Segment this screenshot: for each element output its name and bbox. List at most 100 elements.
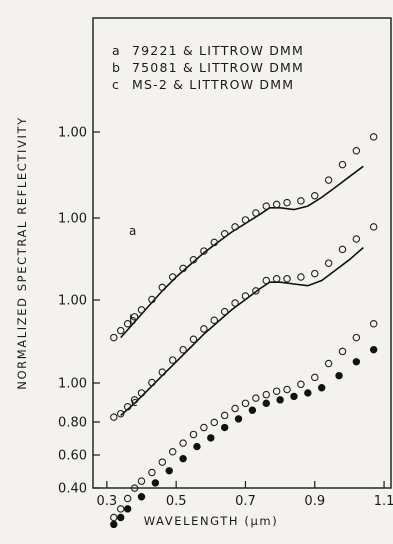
data-point-open-a — [158, 283, 167, 292]
fit-curve-a — [120, 165, 364, 339]
data-point-open-c — [262, 390, 271, 399]
data-point-open-a — [123, 319, 132, 328]
data-point-filled-c — [304, 389, 312, 397]
legend-key-b: b — [112, 60, 121, 75]
legend-text-c: MS-2 & LITTROW DMM — [132, 77, 294, 92]
data-point-open-c — [272, 387, 281, 395]
y-axis-title: NORMALIZED SPECTRAL REFLECTIVITY — [15, 116, 29, 389]
data-point-open-c — [116, 505, 125, 513]
legend: a 79221 & LITTROW DMM b 75081 & LITTROW … — [112, 43, 304, 92]
data-point-open-b — [168, 356, 177, 364]
data-point-open-a — [179, 264, 187, 273]
data-point-open-b — [123, 403, 132, 411]
data-point-filled-c — [137, 493, 146, 501]
data-point-filled-c — [369, 345, 378, 354]
data-point-filled-c — [123, 505, 132, 513]
data-point-open-a — [220, 230, 229, 238]
y-tick-label: 1.00 — [58, 294, 87, 309]
data-point-filled-c — [290, 392, 298, 401]
data-point-open-b — [200, 325, 208, 333]
x-tick-label: 0.9 — [304, 494, 325, 509]
data-point-open-b — [262, 276, 271, 285]
data-point-open-b — [231, 299, 239, 307]
data-point-open-a — [116, 326, 125, 335]
x-tick-label: 0.5 — [166, 494, 187, 509]
legend-key-a: a — [112, 43, 121, 58]
data-point-open-b — [311, 269, 319, 278]
curve-label-a: a — [129, 224, 136, 238]
data-point-filled-c — [276, 396, 284, 404]
x-axis-title: WAVELENGTH (μm) — [144, 514, 279, 528]
data-point-open-a — [324, 176, 333, 184]
data-point-open-a — [231, 223, 239, 231]
data-point-open-a — [241, 216, 250, 224]
y-tick-label: 0.80 — [58, 416, 87, 431]
data-point-open-a — [110, 333, 118, 342]
legend-text-b: 75081 & LITTROW DMM — [132, 60, 304, 75]
data-point-open-b — [158, 368, 167, 376]
series-layer — [110, 133, 378, 529]
data-point-open-a — [283, 198, 291, 207]
data-point-open-b — [297, 273, 305, 281]
data-point-filled-c — [317, 384, 326, 392]
data-point-open-c — [210, 418, 219, 427]
data-point-open-b — [110, 413, 118, 421]
data-point-open-a — [130, 313, 139, 321]
data-point-open-c — [324, 359, 333, 368]
data-point-open-c — [231, 404, 239, 413]
x-tick-label: 0.3 — [97, 494, 118, 509]
data-point-filled-c — [207, 434, 215, 442]
plot-frame — [92, 17, 392, 489]
y-tick-label: 0.60 — [58, 449, 87, 464]
data-point-open-b — [241, 292, 250, 300]
fit-curve-b — [120, 246, 364, 417]
y-tick-label: 0.40 — [58, 482, 87, 497]
data-point-open-c — [130, 484, 139, 492]
data-point-open-c — [148, 468, 156, 477]
data-point-open-a — [311, 191, 319, 200]
data-point-open-b — [116, 409, 125, 418]
data-point-open-c — [200, 423, 208, 432]
x-tick-group: 0.3 0.5 0.7 0.9 1.1 — [97, 481, 393, 509]
data-point-filled-c — [248, 406, 257, 414]
data-point-open-c — [297, 380, 305, 389]
data-point-open-c — [338, 347, 347, 356]
y-tick-label: 1.00 — [58, 377, 87, 392]
data-point-open-a — [210, 238, 219, 247]
x-tick-label: 1.1 — [374, 494, 393, 509]
y-tick-label: 1.00 — [58, 212, 87, 227]
data-point-open-a — [168, 273, 177, 281]
data-point-open-a — [200, 247, 208, 255]
data-point-open-b — [352, 235, 361, 243]
data-point-open-c — [123, 494, 132, 503]
data-point-open-c — [179, 439, 187, 447]
data-point-filled-c — [110, 520, 118, 529]
data-point-open-c — [189, 430, 198, 439]
legend-key-c: c — [112, 77, 120, 92]
curve-label-b: b — [129, 313, 137, 327]
data-point-open-a — [352, 146, 361, 155]
y-tick-group: 1.00 1.00 1.00 1.00 0.80 0.60 0.40 — [58, 126, 100, 497]
data-point-open-b — [210, 316, 219, 325]
data-point-open-c — [283, 385, 291, 394]
data-point-open-c — [220, 411, 229, 420]
data-point-open-b — [148, 378, 156, 387]
data-point-filled-c — [193, 442, 201, 451]
data-point-open-b — [137, 389, 146, 397]
data-point-open-a — [338, 160, 347, 169]
x-tick-label: 0.7 — [235, 494, 256, 509]
data-point-filled-c — [352, 358, 361, 366]
data-point-open-c — [311, 373, 319, 382]
data-point-open-b — [179, 345, 187, 354]
data-point-open-b — [252, 287, 260, 295]
data-point-open-c — [352, 333, 361, 342]
data-point-filled-c — [179, 454, 187, 463]
data-point-open-c — [110, 513, 118, 522]
data-point-filled-c — [234, 415, 243, 423]
data-point-open-b — [338, 245, 347, 254]
legend-text-a: 79221 & LITTROW DMM — [132, 43, 304, 58]
data-point-filled-c — [151, 479, 160, 487]
data-point-filled-c — [165, 467, 173, 475]
data-point-open-c — [241, 399, 250, 408]
